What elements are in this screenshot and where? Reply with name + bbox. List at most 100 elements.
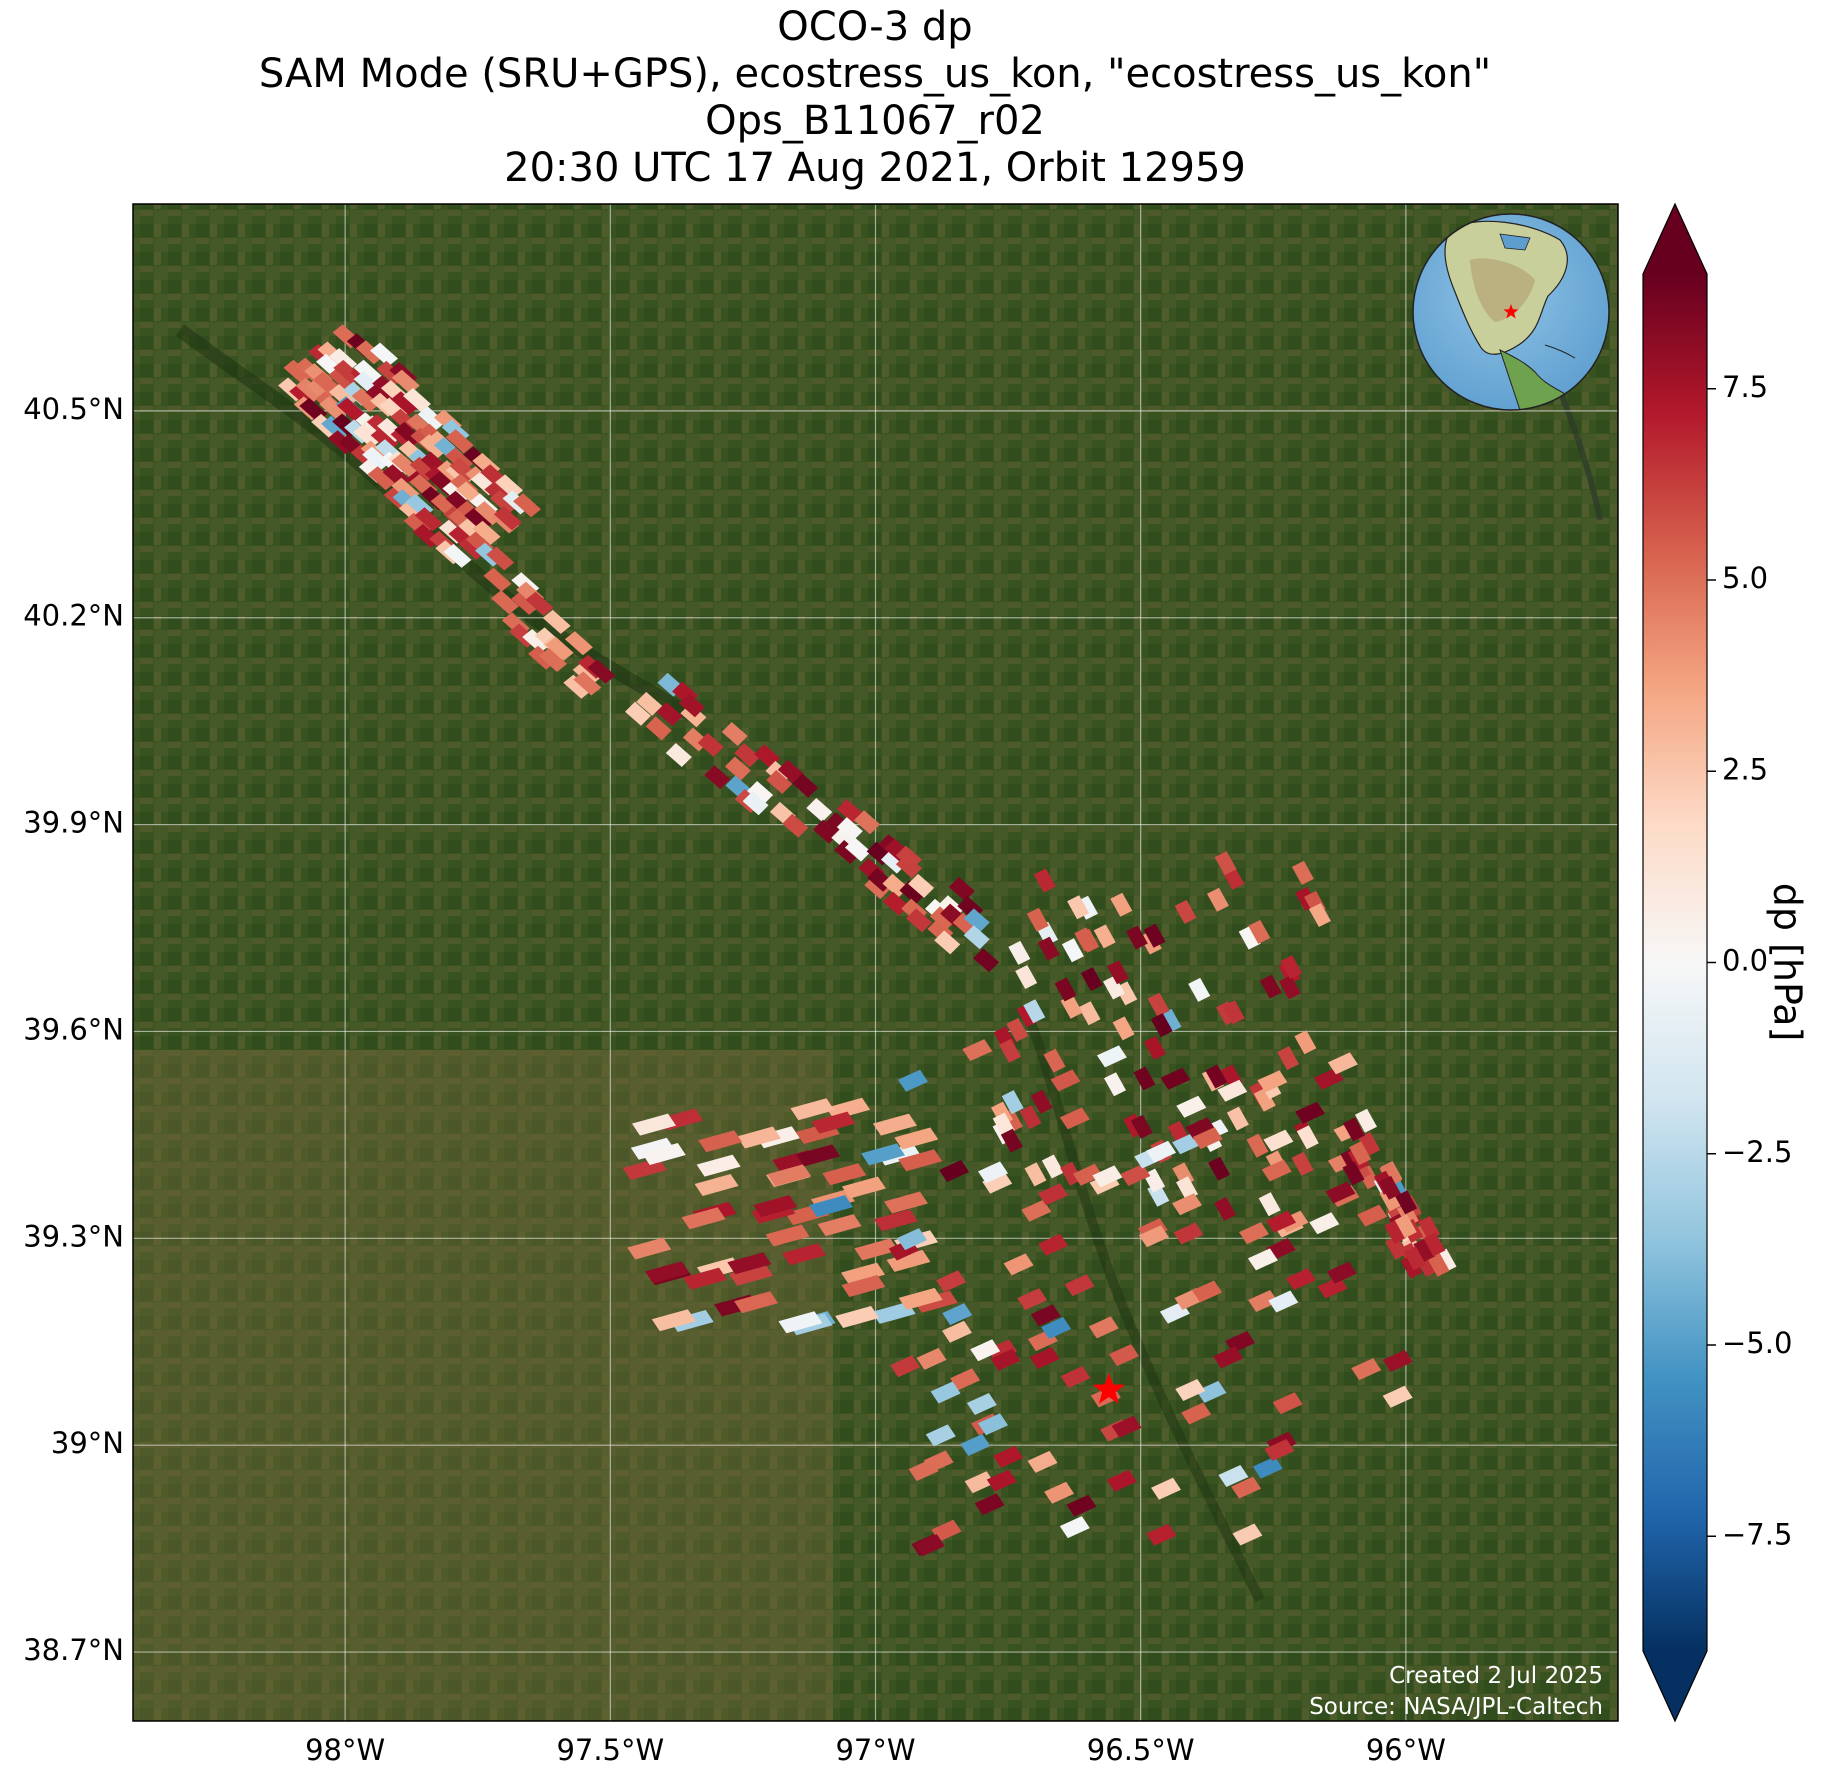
sounding-footprint	[736, 1126, 781, 1149]
sounding-footprint	[1054, 977, 1077, 1002]
sounding-footprint	[1067, 895, 1090, 920]
sounding-footprint	[1192, 1280, 1223, 1303]
sounding-footprint	[1006, 1017, 1029, 1042]
lon-tick-label: 97°W	[835, 1733, 915, 1767]
sounding-footprint	[1059, 1107, 1090, 1130]
sounding-footprint	[914, 1534, 945, 1557]
sounding-footprint	[1061, 938, 1084, 963]
sounding-footprint	[333, 359, 362, 384]
sounding-footprint	[1030, 1304, 1061, 1327]
sounding-footprint	[1026, 907, 1049, 932]
sounding-footprint	[1222, 1000, 1245, 1025]
sounding-footprint	[1238, 925, 1261, 950]
sounding-footprint	[1395, 1190, 1418, 1215]
star-icon	[1092, 1373, 1125, 1404]
sounding-footprint	[1093, 924, 1116, 949]
sounding-footprint	[1174, 899, 1197, 924]
sounding-footprint	[321, 415, 350, 440]
sounding-footprint	[1138, 1225, 1169, 1248]
sounding-footprint	[1264, 1439, 1295, 1461]
sounding-footprint	[1248, 1290, 1279, 1312]
sounding-footprint	[513, 493, 541, 518]
colorbar-extend-min	[1643, 1651, 1707, 1721]
sounding-footprint	[362, 446, 391, 471]
sounding-footprint	[351, 388, 380, 412]
sounding-footprint	[1029, 1347, 1060, 1369]
colorbar-tick-label: −2.5	[1722, 1135, 1792, 1169]
sounding-footprint	[678, 693, 705, 718]
sounding-footprint	[1021, 1199, 1052, 1222]
sounding-footprint	[942, 1303, 973, 1326]
lat-tick-label: 38.7°N	[23, 1633, 124, 1667]
sounding-footprint	[353, 424, 382, 448]
sounding-footprint	[890, 1355, 921, 1378]
sounding-footprint	[796, 1144, 841, 1167]
sounding-footprint	[319, 396, 348, 421]
sounding-footprint	[1253, 1087, 1276, 1112]
sounding-footprint	[1015, 965, 1038, 989]
sounding-footprint	[1130, 1114, 1153, 1139]
sounding-footprint	[871, 1301, 916, 1324]
sounding-footprint	[1033, 868, 1056, 893]
sounding-footprint	[1037, 936, 1060, 961]
sounding-footprint	[630, 1137, 675, 1160]
sounding-footprint	[370, 342, 398, 367]
sounding-footprint	[1196, 1380, 1227, 1403]
sounding-footprint	[1003, 1253, 1034, 1276]
chart-subtitle-time: 20:30 UTC 17 Aug 2021, Orbit 12959	[504, 145, 1246, 191]
sounding-footprint	[931, 1519, 962, 1542]
sounding-footprint	[563, 674, 592, 699]
lat-tick-label: 39.9°N	[23, 806, 124, 840]
sounding-footprint	[930, 1381, 961, 1404]
sounding-footprint	[704, 765, 731, 790]
sounding-footprint	[765, 1224, 810, 1247]
colorbar-outline	[1642, 202, 1708, 1723]
sounding-footprint	[1239, 1222, 1269, 1245]
lat-tick-label: 39°N	[51, 1426, 124, 1460]
sounding-footprint	[1120, 1164, 1151, 1186]
sounding-footprint	[1214, 1197, 1237, 1221]
sounding-footprint	[1400, 1254, 1423, 1279]
sounding-footprint	[414, 507, 443, 532]
sounding-footprint	[1252, 1456, 1283, 1479]
globe-outline	[1412, 213, 1610, 411]
sounding-footprint	[1008, 940, 1031, 965]
sounding-footprint	[564, 631, 593, 656]
sounding-footprint	[486, 546, 515, 571]
lon-tick-label: 97.5°W	[556, 1733, 664, 1767]
sounding-footprint	[651, 1309, 696, 1332]
sounding-footprint	[934, 930, 961, 955]
graticule	[133, 204, 1618, 1721]
sounding-footprint	[645, 716, 672, 741]
sounding-footprint	[899, 880, 926, 905]
sounding-footprint	[1092, 1165, 1123, 1188]
dry-land-region	[133, 1050, 833, 1721]
sounding-footprint	[861, 1143, 905, 1166]
sounding-footprint	[656, 702, 683, 727]
sounding-footprint	[641, 1143, 686, 1165]
sounding-footprint	[734, 743, 761, 768]
sounding-footprint	[898, 1069, 928, 1092]
sounding-footprint	[391, 369, 420, 394]
sounding-footprint	[1379, 1175, 1401, 1200]
sounding-footprint	[1112, 1016, 1135, 1041]
sounding-footprint	[1225, 1331, 1256, 1353]
colorbar-tick-label: 7.5	[1722, 370, 1768, 404]
sounding-footprint	[993, 1445, 1024, 1468]
sounding-footprint	[1258, 1192, 1281, 1217]
sounding-footprint	[1103, 975, 1125, 1000]
sounding-footprint	[1000, 1128, 1023, 1153]
sounding-footprint	[806, 798, 833, 822]
sounding-footprint	[742, 791, 769, 816]
sounding-footprint	[1413, 1238, 1436, 1263]
longitude-axis: 98°W 97.5°W 97°W 96.5°W 96°W	[305, 1733, 1446, 1767]
sounding-footprint	[792, 773, 819, 798]
sounding-footprint	[782, 1243, 826, 1266]
sounding-footprint	[1064, 1274, 1095, 1297]
colorbar-tick-label: −7.5	[1722, 1517, 1792, 1551]
title-block: OCO-3 dp SAM Mode (SRU+GPS), ecostress_u…	[0, 4, 1750, 192]
sounding-footprint	[963, 925, 990, 950]
colorbar-extend-max	[1643, 204, 1707, 274]
sounding-footprint	[973, 948, 1000, 973]
sounding-footprint	[337, 397, 365, 422]
